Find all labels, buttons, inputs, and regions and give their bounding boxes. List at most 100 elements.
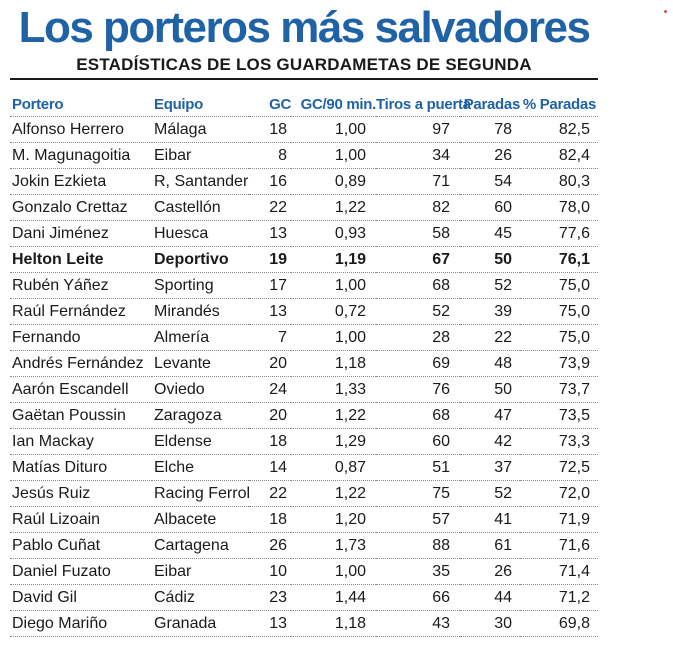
- cell-tiros-a-puerta: 57: [376, 506, 460, 533]
- cell-gc: 19: [249, 246, 291, 273]
- cell-pct-paradas: 76,1: [520, 246, 598, 273]
- cell-paradas: 22: [460, 324, 520, 351]
- cell-equipo: Levante: [152, 350, 249, 377]
- column-header-portero: Portero: [10, 86, 152, 117]
- cell-equipo: Zaragoza: [152, 402, 249, 429]
- cell-paradas: 30: [460, 610, 520, 637]
- cell-equipo: Eibar: [152, 558, 249, 585]
- table-row: Fernando Almería 7 1,00 28 22 75,0: [10, 324, 598, 351]
- cell-portero: Jokin Ezkieta: [10, 168, 152, 195]
- cell-paradas: 39: [460, 298, 520, 325]
- cell-tiros-a-puerta: 66: [376, 584, 460, 611]
- table-row: David Gil Cádiz 23 1,44 66 44 71,2: [10, 584, 598, 611]
- cell-pct-paradas: 77,6: [520, 220, 598, 247]
- cell-pct-paradas: 80,3: [520, 168, 598, 195]
- cell-paradas: 60: [460, 194, 520, 221]
- cell-gc-90: 0,89: [291, 168, 376, 195]
- cell-equipo: Eldense: [152, 428, 249, 455]
- cell-gc: 22: [249, 194, 291, 221]
- table-row: Gonzalo Crettaz Castellón 22 1,22 82 60 78,0: [10, 194, 598, 221]
- cell-portero: David Gil: [10, 584, 152, 611]
- cell-gc: 8: [249, 142, 291, 169]
- cell-gc-90: 0,72: [291, 298, 376, 325]
- cell-pct-paradas: 73,5: [520, 402, 598, 429]
- cell-paradas: 78: [460, 116, 520, 143]
- column-header-tiros: Tiros a puerta: [376, 86, 471, 117]
- cell-pct-paradas: 78,0: [520, 194, 598, 221]
- cell-gc-90: 1,18: [291, 350, 376, 377]
- cell-equipo: R, Santander: [152, 168, 249, 195]
- cell-tiros-a-puerta: 43: [376, 610, 460, 637]
- cell-paradas: 52: [460, 272, 520, 299]
- column-header-equipo: Equipo: [152, 86, 249, 117]
- cell-portero: M. Magunagoitia: [10, 142, 152, 169]
- table-row: Rubén Yáñez Sporting 17 1,00 68 52 75,0: [10, 272, 598, 299]
- cell-gc: 22: [249, 480, 291, 507]
- cell-portero: Daniel Fuzato: [10, 558, 152, 585]
- cell-gc-90: 1,22: [291, 194, 376, 221]
- cell-gc-90: 0,93: [291, 220, 376, 247]
- cell-gc: 13: [249, 610, 291, 637]
- cell-tiros-a-puerta: 88: [376, 532, 460, 559]
- cell-gc-90: 1,00: [291, 272, 376, 299]
- cell-gc: 18: [249, 428, 291, 455]
- cell-gc: 24: [249, 376, 291, 403]
- cell-portero: Pablo Cuñat: [10, 532, 152, 559]
- cell-equipo: Almería: [152, 324, 249, 351]
- cell-pct-paradas: 82,4: [520, 142, 598, 169]
- cell-portero: Rubén Yáñez: [10, 272, 152, 299]
- cell-gc: 20: [249, 402, 291, 429]
- table-row: Ian Mackay Eldense 18 1,29 60 42 73,3: [10, 428, 598, 455]
- cell-gc-90: 1,44: [291, 584, 376, 611]
- cell-portero: Fernando: [10, 324, 152, 351]
- cell-pct-paradas: 75,0: [520, 272, 598, 299]
- cell-tiros-a-puerta: 35: [376, 558, 460, 585]
- cell-pct-paradas: 71,2: [520, 584, 598, 611]
- column-header-pct-paradas: % Paradas: [520, 86, 598, 117]
- cell-paradas: 45: [460, 220, 520, 247]
- cell-pct-paradas: 75,0: [520, 324, 598, 351]
- cell-tiros-a-puerta: 69: [376, 350, 460, 377]
- cell-gc: 7: [249, 324, 291, 351]
- cell-gc-90: 1,29: [291, 428, 376, 455]
- cell-tiros-a-puerta: 51: [376, 454, 460, 481]
- cell-gc-90: 1,00: [291, 142, 376, 169]
- cell-gc: 26: [249, 532, 291, 559]
- cell-tiros-a-puerta: 82: [376, 194, 460, 221]
- cell-gc: 13: [249, 220, 291, 247]
- table-row: Diego Mariño Granada 13 1,18 43 30 69,8: [10, 610, 598, 637]
- cell-paradas: 50: [460, 376, 520, 403]
- table-row: Raúl Lizoain Albacete 18 1,20 57 41 71,9: [10, 506, 598, 533]
- cell-tiros-a-puerta: 75: [376, 480, 460, 507]
- cell-equipo: Cartagena: [152, 532, 249, 559]
- cell-equipo: Albacete: [152, 506, 249, 533]
- cell-tiros-a-puerta: 76: [376, 376, 460, 403]
- cell-equipo: Mirandés: [152, 298, 249, 325]
- cell-pct-paradas: 73,9: [520, 350, 598, 377]
- cell-pct-paradas: 72,5: [520, 454, 598, 481]
- table-row: Jokin Ezkieta R, Santander 16 0,89 71 54 80,3: [10, 168, 598, 195]
- cell-equipo: Málaga: [152, 116, 249, 143]
- table-row: Andrés Fernández Levante 20 1,18 69 48 73,9: [10, 350, 598, 377]
- cell-gc-90: 1,22: [291, 402, 376, 429]
- cell-equipo: Granada: [152, 610, 249, 637]
- cell-equipo: Racing Ferrol: [152, 480, 250, 507]
- cell-equipo: Deportivo: [152, 246, 249, 273]
- cell-tiros-a-puerta: 68: [376, 402, 460, 429]
- table-row: Aarón Escandell Oviedo 24 1,33 76 50 73,7: [10, 376, 598, 403]
- cell-paradas: 26: [460, 142, 520, 169]
- cell-gc-90: 1,33: [291, 376, 376, 403]
- cell-portero: Aarón Escandell: [10, 376, 152, 403]
- table-row-highlighted: Helton Leite Deportivo 19 1,19 67 50 76,1: [10, 246, 598, 273]
- cell-gc-90: 1,00: [291, 324, 376, 351]
- cell-equipo: Castellón: [152, 194, 249, 221]
- cell-gc: 13: [249, 298, 291, 325]
- cell-pct-paradas: 73,3: [520, 428, 598, 455]
- cell-portero: Diego Mariño: [10, 610, 152, 637]
- cell-pct-paradas: 71,4: [520, 558, 598, 585]
- cell-portero: Raúl Fernández: [10, 298, 152, 325]
- table-row: Pablo Cuñat Cartagena 26 1,73 88 61 71,6: [10, 532, 598, 559]
- cell-gc-90: 1,20: [291, 506, 376, 533]
- cell-paradas: 52: [460, 480, 520, 507]
- cell-paradas: 50: [460, 246, 520, 273]
